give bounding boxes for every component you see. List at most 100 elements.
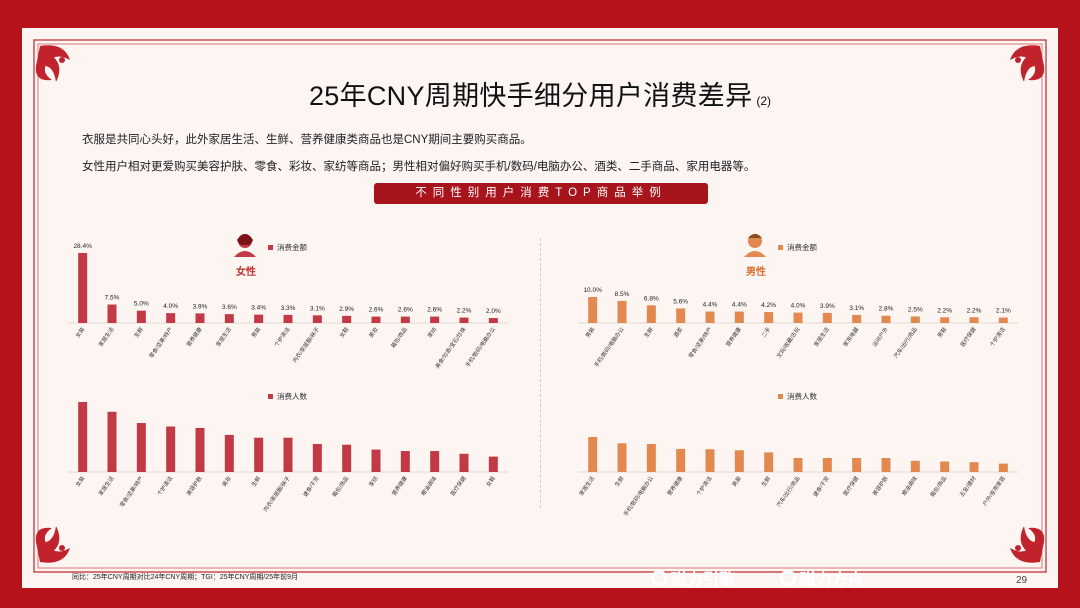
page-number: 29 — [1016, 575, 1028, 586]
female-count-bar — [254, 437, 264, 472]
male-amount-bar — [676, 308, 686, 323]
male-amount-data-label: 4.4% — [732, 302, 747, 309]
title-row: 25年CNY周期快手细分用户消费差异 (2) — [0, 74, 1080, 113]
female-count-category-label: 美容护肤 — [184, 474, 203, 497]
male-amount-category-label: 个护清洁 — [988, 325, 1007, 348]
female-count-category-label: 女装 — [73, 474, 86, 488]
female-count-category-label: 女鞋 — [484, 474, 497, 488]
cili-fangzhou-logo-icon — [780, 570, 796, 586]
male-amount-category-label: 运动户外 — [870, 325, 889, 348]
female-amount-data-label: 3.4% — [251, 305, 266, 312]
male-amount-category-label: 汽车/出行/用品 — [892, 325, 920, 360]
female-count-bar — [283, 437, 293, 472]
male-amount-data-label: 3.1% — [849, 305, 864, 312]
female-user-icon — [234, 234, 256, 257]
female-amount-category-label: 零食/坚果/特产 — [147, 325, 175, 360]
male-count-bar — [881, 458, 891, 472]
female-amount-bar — [224, 314, 234, 323]
male-amount-category-label: 手机/数码/电脑办公 — [592, 325, 626, 369]
female-count-bar — [430, 451, 440, 472]
male-amount-category-label: 二手 — [759, 325, 772, 339]
male-amount-data-label: 4.0% — [791, 303, 806, 310]
male-amount-bar — [617, 300, 627, 323]
female-amount-data-label: 5.0% — [134, 301, 149, 308]
female-amount-data-label: 3.1% — [310, 305, 325, 312]
male-amount-data-label: 5.6% — [673, 298, 688, 305]
logo-cili-fangzhou: 磁力方舟 — [780, 566, 864, 590]
male-amount-category-label: 医疗保健 — [958, 325, 977, 348]
page-title: 25年CNY周期快手细分用户消费差异 — [308, 81, 753, 111]
male-amount-chart: 消费金额 10.0% 男装 8.5% 手机/数码/电脑办公 6.8% 生鲜 5.6% 酒类 4.4… — [578, 242, 1018, 369]
female-amount-data-label: 2.6% — [369, 307, 384, 314]
page-title-suffix: (2) — [756, 94, 772, 108]
male-count-bar — [764, 452, 774, 472]
female-count-bar — [224, 434, 234, 472]
female-count-bar — [107, 411, 117, 472]
male-amount-bar — [881, 315, 891, 323]
male-count-category-label: 个护清洁 — [694, 474, 713, 497]
female-count-category-label: 粮油调味 — [419, 474, 438, 497]
male-count-category-label: 生鲜 — [759, 474, 772, 488]
male-count-category-label: 美容护肤 — [870, 474, 889, 497]
male-amount-data-label: 4.4% — [703, 302, 718, 309]
male-label: 男性 — [746, 267, 766, 278]
female-amount-category-label: 美妆 — [367, 325, 380, 339]
logo-cili-fangzhou-text: 磁力方舟 — [800, 572, 865, 589]
female-count-bar — [78, 402, 88, 472]
male-count-category-label: 家居生活 — [577, 474, 596, 497]
female-count-category-label: 营养健康 — [390, 474, 409, 497]
male-count-bar — [588, 437, 598, 472]
female-amount-bar — [166, 313, 176, 323]
female-amount-bar — [136, 310, 146, 323]
female-count-bar — [312, 444, 322, 472]
female-amount-bar — [342, 315, 352, 323]
female-amount-category-label: 生鲜 — [132, 325, 145, 339]
female-count-chart: 消费人数女装 家居生活 零食/坚果/特产 个护清洁 美容护肤 美妆 生鲜 内衣/家居服/袜子速… — [68, 391, 508, 513]
logo-cili-yinqing: 磁力引擎 — [651, 566, 735, 590]
male-amount-data-label: 2.2% — [937, 307, 952, 314]
male-count-bar — [998, 463, 1008, 472]
female-count-bar — [195, 427, 205, 472]
male-amount-data-label: 10.0% — [583, 287, 602, 294]
female-count-bar — [166, 426, 176, 472]
male-amount-data-label: 3.9% — [820, 303, 835, 310]
female-amount-category-label: 家纺 — [425, 325, 438, 339]
male-count-legend-swatch — [778, 394, 783, 399]
female-amount-category-label: 个护清洁 — [272, 325, 291, 348]
male-amount-category-label: 酒类 — [671, 325, 684, 339]
male-count-category-label: 生鲜 — [613, 474, 626, 488]
female-amount-chart: 消费金额 28.4% 女装 7.5% 家居生活 5.0% 生鲜 4.0% 零食/坚果/特产 3.9… — [68, 242, 508, 370]
male-count-category-label: 粮油调味 — [900, 474, 919, 497]
male-amount-bar — [969, 317, 979, 323]
female-amount-bar — [78, 253, 88, 323]
description-line-2: 女性用户相对更爱购买美容护肤、零食、彩妆、家纺等商品；男性相对偏好购买手机/数码… — [82, 161, 756, 173]
male-amount-bar — [734, 311, 744, 323]
male-amount-bar — [588, 297, 598, 323]
male-amount-category-label: 男鞋 — [935, 325, 948, 339]
female-count-category-label: 家纺 — [367, 474, 380, 488]
male-count-bar — [793, 458, 803, 472]
female-count-category-label: 箱包/饰品 — [330, 474, 350, 498]
male-amount-bar — [764, 312, 774, 323]
male-amount-bar — [646, 305, 656, 323]
female-amount-bar — [312, 315, 322, 323]
male-amount-data-label: 8.5% — [615, 291, 630, 298]
female-amount-data-label: 3.9% — [193, 303, 208, 310]
female-amount-category-label: 男装 — [249, 325, 262, 339]
female-amount-data-label: 2.6% — [398, 307, 413, 314]
female-amount-bar — [459, 317, 469, 323]
female-count-category-label: 医疗保健 — [448, 474, 467, 497]
female-amount-data-label: 2.2% — [457, 308, 472, 315]
female-count-category-label: 速食/干货 — [301, 474, 321, 498]
male-amount-data-label: 4.2% — [761, 302, 776, 309]
logo-separator: · — [759, 569, 765, 586]
male-amount-bar — [822, 312, 832, 323]
female-amount-legend-swatch — [268, 245, 273, 250]
male-amount-data-label: 6.8% — [644, 295, 659, 302]
female-label: 女性 — [236, 267, 256, 278]
male-count-bar — [822, 458, 832, 472]
female-count-legend-label: 消费人数 — [277, 391, 307, 401]
female-amount-data-label: 2.6% — [427, 307, 442, 314]
